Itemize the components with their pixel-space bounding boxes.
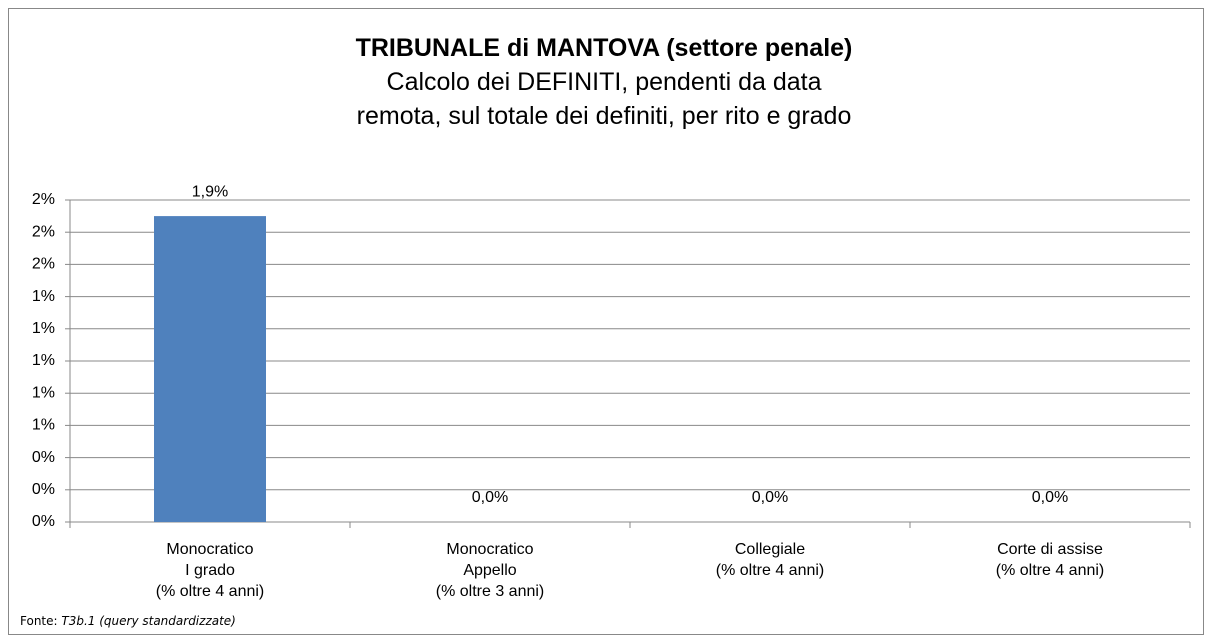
- x-tick-label: Collegiale (% oltre 4 anni): [715, 541, 825, 579]
- y-tick-label: 2%: [32, 256, 55, 273]
- y-tick-label: 1%: [32, 320, 55, 337]
- source-prefix: Fonte:: [20, 614, 58, 628]
- y-tick-label: 2%: [32, 223, 55, 240]
- x-tick-label: Monocratico I grado (% oltre 4 anni): [155, 541, 265, 600]
- y-tick-label: 0%: [32, 513, 55, 530]
- y-tick-label: 1%: [32, 384, 55, 401]
- source: Fonte: T3b.1 (query standardizzate): [20, 614, 236, 628]
- y-tick-label: 1%: [32, 417, 55, 434]
- value-label: 1,9%: [192, 183, 228, 200]
- chart-title: TRIBUNALE di MANTOVA (settore penale): [355, 34, 853, 62]
- y-tick-label: 1%: [32, 352, 55, 369]
- y-tick-label: 1%: [32, 288, 55, 305]
- x-tick-label: Corte di assise (% oltre 4 anni): [995, 541, 1105, 579]
- value-label: 0,0%: [472, 489, 508, 506]
- chart-subtitle: Calcolo dei DEFINITI, pendenti da data r…: [356, 68, 852, 130]
- y-tick-label: 0%: [32, 449, 55, 466]
- value-label: 0,0%: [1032, 489, 1068, 506]
- y-tick-label: 2%: [32, 191, 55, 208]
- value-label: 0,0%: [752, 489, 788, 506]
- y-tick-label: 0%: [32, 481, 55, 498]
- source-text: T3b.1 (query standardizzate): [61, 614, 236, 628]
- chart-frame: [8, 8, 1204, 635]
- x-tick-label: Monocratico Appello (% oltre 3 anni): [435, 541, 545, 600]
- bar: [154, 216, 266, 522]
